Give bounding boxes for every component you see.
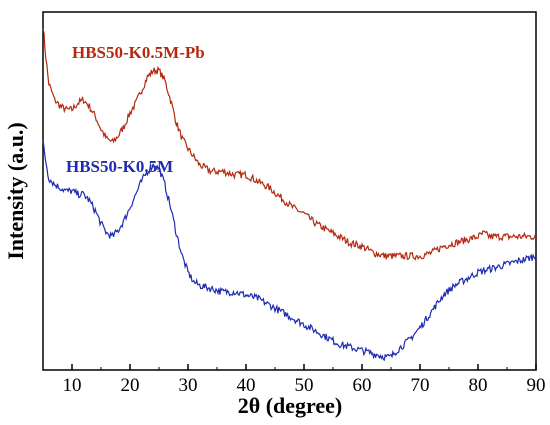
x-tick-label: 90 — [527, 375, 546, 396]
series-label-pb: HBS50-K0.5M-Pb — [72, 43, 205, 62]
series-line-base — [42, 139, 537, 362]
x-tick-label: 40 — [237, 375, 256, 396]
x-tick-label: 80 — [469, 375, 488, 396]
x-tick-label: 30 — [179, 375, 198, 396]
x-tick-label: 60 — [353, 375, 372, 396]
x-axis-ticks: 10 20 30 40 50 60 70 80 90 — [63, 364, 546, 396]
x-tick-label: 50 — [295, 375, 314, 396]
plot-frame — [42, 11, 537, 371]
series-label-base: HBS50-K0.5M — [66, 157, 173, 176]
x-axis-title: 2θ (degree) — [238, 393, 343, 418]
x-tick-label: 20 — [121, 375, 140, 396]
series-layer — [42, 28, 537, 362]
series-line-pb — [42, 28, 537, 261]
x-tick-label: 70 — [411, 375, 430, 396]
y-axis-title: Intensity (a.u.) — [3, 122, 28, 260]
x-tick-label: 10 — [63, 375, 82, 396]
